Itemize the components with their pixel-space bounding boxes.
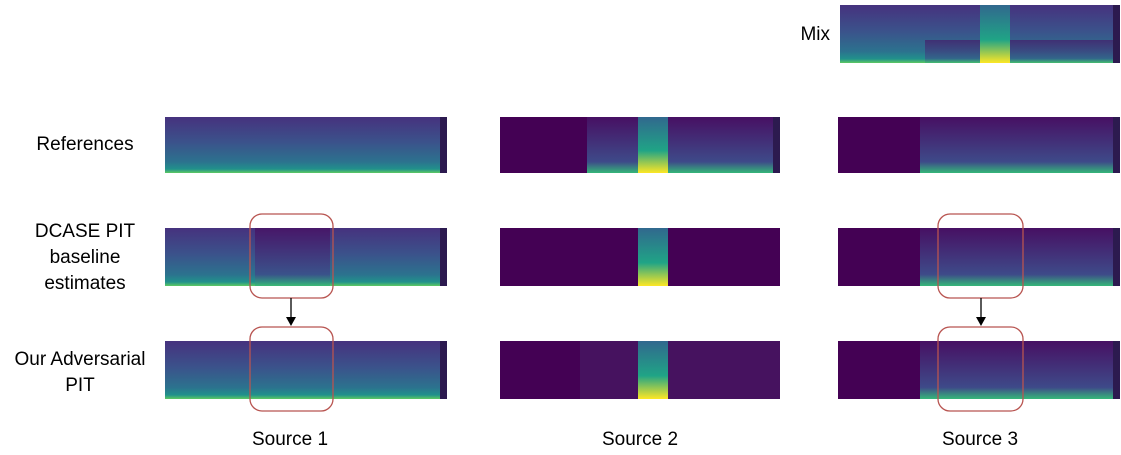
row-label: DCASE PIT — [35, 221, 136, 242]
arrow — [976, 298, 986, 326]
row-label: Our Adversarial — [15, 349, 146, 370]
arrow — [286, 298, 296, 326]
row-label: estimates — [44, 273, 125, 294]
spectrogram — [165, 341, 447, 399]
page: {"mix_label": "Mix", "rows": [ {"label":… — [0, 0, 1121, 455]
spectrogram — [165, 228, 447, 286]
column-label: Source 2 — [602, 429, 678, 450]
spectrogram — [838, 117, 1120, 173]
spectrogram — [500, 117, 780, 173]
spectrogram — [838, 341, 1120, 399]
spectrogram — [500, 228, 780, 286]
row-label: PIT — [65, 375, 95, 396]
mix-spectrogram — [840, 5, 1120, 63]
mix-label: Mix — [800, 24, 830, 45]
spectrogram — [165, 117, 447, 173]
spectrogram — [500, 341, 780, 399]
column-label: Source 1 — [252, 429, 328, 450]
column-label: Source 3 — [942, 429, 1018, 450]
spectrogram — [838, 228, 1120, 286]
row-label: baseline — [50, 247, 121, 268]
figure: Mix References DCASE PIT baseline estima… — [0, 0, 1121, 455]
row-label: References — [36, 134, 133, 155]
